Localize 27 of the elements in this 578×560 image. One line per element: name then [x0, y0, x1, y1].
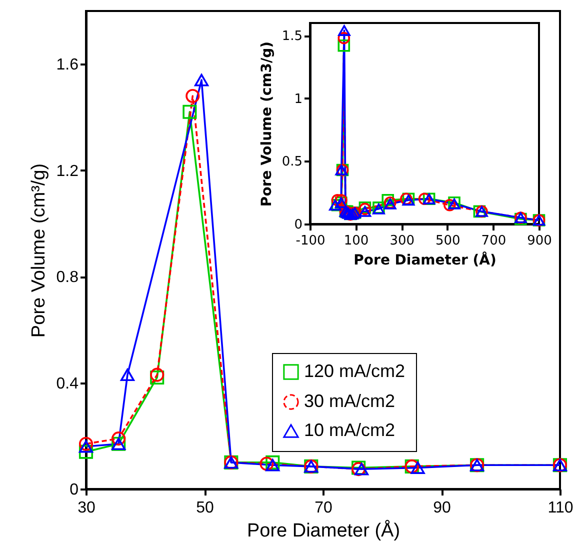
- x-tick-label: -100: [296, 234, 326, 248]
- legend-label: 30 mA/cm2: [304, 391, 396, 411]
- y-tick-label: 0: [70, 482, 79, 498]
- x-tick-label: 500: [435, 234, 460, 248]
- legend-label: 120 mA/cm2: [304, 361, 406, 381]
- y-tick-label: 0.4: [56, 375, 79, 392]
- x-tick-label: 110: [548, 500, 574, 516]
- y-axis-title: Pore Volume (cm³/g): [28, 163, 50, 338]
- x-tick-label: 90: [433, 500, 451, 516]
- x-axis-title: Pore Diameter (Å): [354, 252, 496, 268]
- x-axis-title: Pore Diameter (Å): [246, 520, 400, 542]
- legend-label: 10 mA/cm2: [304, 420, 396, 440]
- y-tick-label: 1.6: [56, 56, 79, 74]
- y-tick-label: 0: [294, 218, 302, 232]
- y-tick-label: 1: [294, 92, 302, 107]
- x-tick-label: 300: [390, 234, 415, 248]
- x-tick-label: 50: [196, 500, 214, 516]
- y-tick-label: 0.8: [56, 269, 79, 286]
- x-tick-label: 70: [314, 500, 332, 516]
- x-tick-label: 700: [481, 234, 506, 248]
- x-tick-label: 100: [344, 234, 369, 248]
- y-tick-label: 1.2: [56, 162, 79, 180]
- y-tick-label: 0.5: [282, 154, 302, 170]
- y-tick-label: 1.5: [282, 29, 302, 44]
- y-axis-title: Pore Volume (cm3/g): [258, 41, 275, 207]
- x-tick-label: 30: [78, 500, 96, 516]
- x-tick-label: 900: [527, 234, 552, 248]
